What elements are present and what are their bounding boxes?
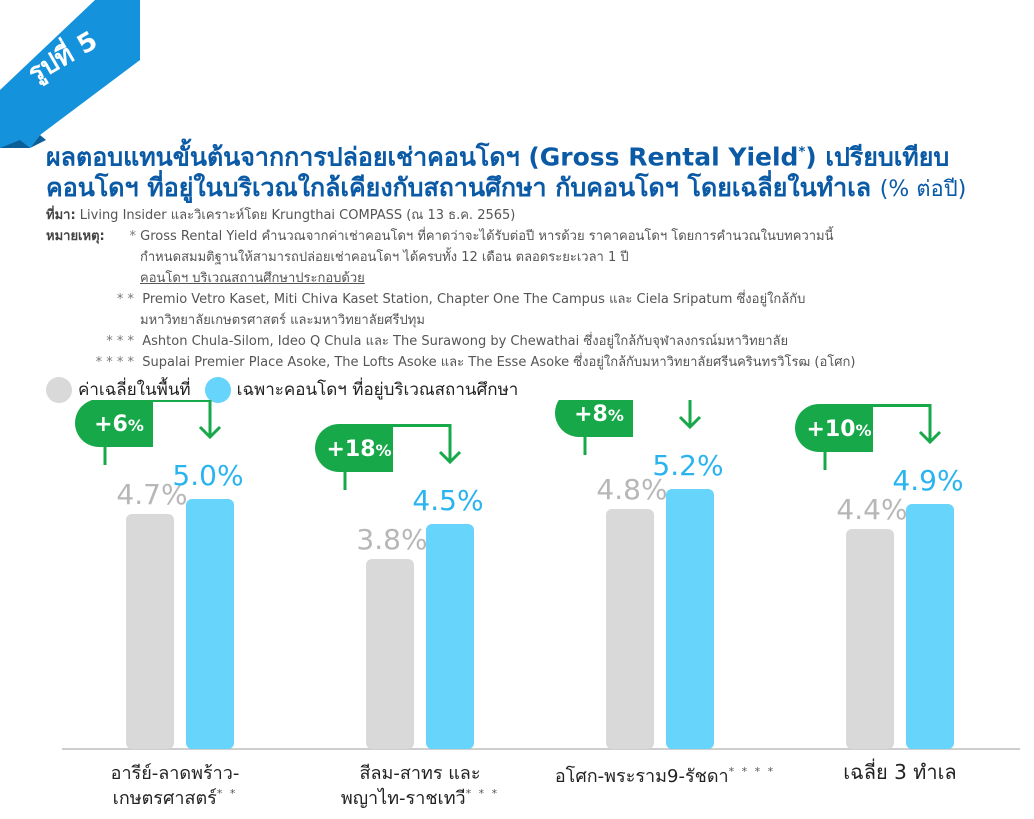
remark-text: คอนโดฯ บริเวณสถานศึกษาประกอบด้วย	[140, 271, 365, 286]
legend-swatch-average	[46, 376, 72, 403]
bar-near-school	[906, 504, 954, 749]
remark-text: กำหนดสมมติฐานให้สามารถปล่อยเช่าคอนโดฯ ได…	[140, 250, 629, 265]
x-tick-label: อารีย์-ลาดพร้าว- เกษตรศาสตร์* *	[75, 764, 275, 809]
bar-near-school	[666, 489, 714, 749]
remark-text: Ashton Chula-Silom, Ideo Q Chula และ The…	[142, 334, 789, 349]
bracket-line	[873, 404, 932, 442]
bar-average	[606, 509, 654, 749]
bracket-line	[153, 400, 212, 437]
source-row: ที่มา: Living Insider และวิเคราะห์โดย Kr…	[46, 205, 1006, 226]
x-tick-label-line2: เกษตรศาสตร์* *	[112, 787, 238, 809]
remark-text: Supalai Premier Place Asoke, The Lofts A…	[142, 355, 856, 370]
difference-label: +8%	[574, 402, 624, 427]
legend-item-near-school: เฉพาะคอนโดฯ ที่อยู่บริเวณสถานศึกษา	[204, 376, 519, 403]
chart-title: ผลตอบแทนขั้นต้นจากการปล่อยเช่าคอนโดฯ (Gr…	[46, 137, 1016, 205]
remark-row: กำหนดสมมติฐานให้สามารถปล่อยเช่าคอนโดฯ ได…	[46, 247, 1006, 268]
difference-number: +6	[94, 412, 128, 437]
bracket-line	[688, 400, 692, 427]
source-text: Living Insider และวิเคราะห์โดย Krungthai…	[79, 208, 516, 223]
chart-legend: ค่าเฉลี่ยในพื้นที่ เฉพาะคอนโดฯ ที่อยู่บร…	[46, 376, 532, 403]
data-label-average: 3.8%	[356, 523, 427, 556]
remark-row: มหาวิทยาลัยเกษตรศาสตร์ และมหาวิทยาลัยศรี…	[46, 310, 1006, 331]
bar-average	[366, 559, 414, 749]
difference-callout	[75, 400, 153, 447]
difference-number: +8	[574, 402, 608, 427]
title-line1-a: ผลตอบแทนขั้นต้นจากการปล่อยเช่าคอนโดฯ (Gr…	[46, 142, 799, 172]
bracket-line	[393, 424, 452, 462]
title-line2: คอนโดฯ ที่อยู่ในบริเวณใกล้เคียงกับสถานศึ…	[46, 173, 872, 203]
legend-swatch-near-school	[204, 376, 231, 403]
difference-percent: %	[856, 421, 872, 440]
title-sup: *	[798, 145, 806, 160]
legend-label-near-school: เฉพาะคอนโดฯ ที่อยู่บริเวณสถานศึกษา	[236, 380, 519, 400]
difference-number: +18	[326, 437, 375, 462]
remark-text: Gross Rental Yield คำนวณจากค่าเช่าคอนโดฯ…	[140, 229, 834, 244]
bar-average	[126, 514, 174, 749]
difference-callout	[555, 400, 633, 437]
x-tick-label-stars: * *	[216, 787, 238, 800]
remark-mark: * * *	[106, 334, 134, 349]
difference-percent: %	[376, 441, 392, 460]
title-line1-b: ) เปรียบเทียบ	[805, 142, 950, 172]
data-label-average: 4.4%	[836, 493, 907, 526]
difference-label: +18%	[326, 437, 391, 462]
remark-text: มหาวิทยาลัยเกษตรศาสตร์ และมหาวิทยาลัยศรี…	[140, 313, 425, 328]
difference-callout	[315, 424, 393, 472]
data-label-average: 4.7%	[116, 478, 187, 511]
bar-near-school	[426, 524, 474, 749]
x-tick-label-stars: * * * *	[728, 765, 776, 778]
difference-percent: %	[128, 416, 144, 435]
x-tick-label-stars: * * *	[465, 787, 500, 800]
legend-label-average: ค่าเฉลี่ยในพื้นที่	[78, 380, 191, 400]
arrow-head	[678, 415, 702, 430]
arrow-head	[438, 450, 462, 465]
remark-text: Premio Vetro Kaset, Miti Chiva Kaset Sta…	[142, 292, 806, 307]
bar-average	[846, 529, 894, 749]
x-tick-label-line1: สีลม-สาทร และ	[359, 763, 481, 784]
source-label: ที่มา:	[46, 208, 76, 223]
data-label-near-school: 5.2%	[652, 449, 723, 482]
data-label-average: 4.8%	[596, 473, 667, 506]
title-unit: (% ต่อปี)	[879, 177, 967, 203]
remark-row: หมายเหตุ: * Gross Rental Yield คำนวณจากค…	[46, 226, 1006, 247]
x-tick-label-line1: อโศก-พระราม9-รัชดา* * * *	[554, 765, 776, 787]
data-label-near-school: 4.9%	[892, 464, 963, 497]
remark-mark: * * * *	[95, 355, 134, 370]
bar-chart: 4.7%5.0% +6% 3.8% 4.5% +18% 4.8%5.2% +8% 4.4%4.…	[62, 400, 1020, 750]
x-tick-label-line1: เฉลี่ย 3 ทำเล	[843, 760, 957, 784]
data-label-near-school: 5.0%	[172, 459, 243, 492]
remark-row: * * * * Supalai Premier Place Asoke, The…	[46, 352, 1006, 373]
chart-notes: ที่มา: Living Insider และวิเคราะห์โดย Kr…	[46, 205, 1006, 373]
difference-number: +10	[806, 417, 855, 442]
difference-callout	[795, 404, 873, 452]
x-tick-label: เฉลี่ย 3 ทำเล	[800, 762, 1000, 782]
remark-label: หมายเหตุ:	[46, 229, 105, 244]
remark-mark: *	[129, 229, 137, 244]
bar-near-school	[186, 499, 234, 749]
arrow-head	[198, 425, 222, 440]
remark-row: คอนโดฯ บริเวณสถานศึกษาประกอบด้วย	[46, 268, 1006, 289]
data-label-near-school: 4.5%	[412, 484, 483, 517]
x-tick-label-line1: อารีย์-ลาดพร้าว-	[110, 763, 240, 784]
arrow-head	[918, 430, 942, 445]
remark-mark: * *	[116, 292, 134, 307]
figure-ribbon	[0, 0, 140, 148]
difference-percent: %	[608, 406, 624, 425]
difference-label: +10%	[806, 417, 871, 442]
legend-item-average: ค่าเฉลี่ยในพื้นที่	[46, 376, 191, 403]
x-tick-label-line2: พญาไท-ราชเทวี* * *	[340, 787, 500, 809]
remark-row: * * * Ashton Chula-Silom, Ideo Q Chula แ…	[46, 331, 1006, 352]
x-tick-label: อโศก-พระราม9-รัชดา* * * *	[545, 762, 785, 787]
x-tick-label: สีลม-สาทร และพญาไท-ราชเทวี* * *	[320, 764, 520, 809]
remark-row: * * Premio Vetro Kaset, Miti Chiva Kaset…	[46, 289, 1006, 310]
difference-label: +6%	[94, 412, 144, 437]
